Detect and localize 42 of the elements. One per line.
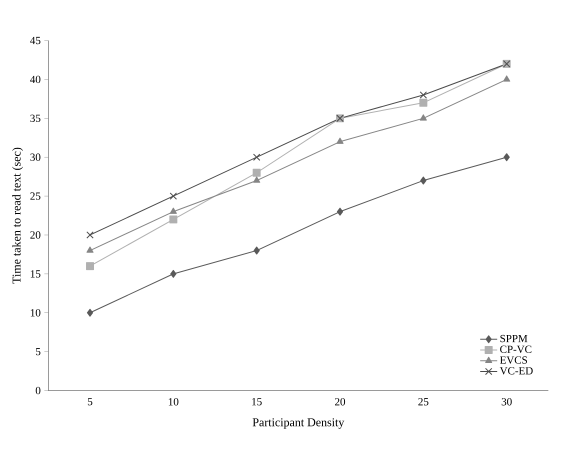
y-tick-label: 10 (30, 309, 40, 316)
y-tick-label: 5 (36, 348, 40, 356)
legend-label: CP-VC (500, 346, 532, 354)
x-tick-label: 30 (502, 398, 512, 406)
point (420, 114, 427, 121)
point (253, 176, 260, 183)
y-tick-label: 25 (30, 192, 40, 200)
point (170, 192, 178, 200)
x-axis-title: Participant Density (252, 418, 344, 429)
point (169, 215, 178, 224)
point (420, 91, 428, 99)
point (86, 246, 94, 253)
y-tick-label: 45 (30, 36, 40, 44)
y-tick-label: 40 (30, 76, 40, 84)
point (86, 231, 94, 239)
point (254, 246, 260, 255)
point (253, 154, 260, 161)
point (86, 262, 94, 270)
point (420, 176, 426, 185)
legend-label: VC-ED (500, 367, 533, 375)
x-tick-label: 15 (252, 398, 262, 406)
point (170, 208, 177, 214)
x-tick-label: 5 (88, 398, 92, 406)
y-axis-title: Time taken to read text (sec) (12, 148, 24, 284)
y-tick-label: 20 (30, 231, 40, 239)
point (252, 168, 261, 177)
legend-label: SPPM (500, 334, 528, 342)
x-tick-label: 25 (418, 398, 428, 406)
y-tick-label: 0 (36, 386, 40, 394)
point (336, 138, 344, 144)
x-tick-label: 20 (335, 398, 346, 406)
x-tick-label: 10 (168, 398, 178, 406)
y-tick-label: 35 (30, 114, 40, 122)
point (503, 75, 510, 82)
point (504, 153, 510, 162)
y-tick-label: 15 (30, 270, 40, 278)
point (170, 270, 176, 278)
point (419, 98, 428, 107)
y-tick-label: 30 (30, 154, 40, 161)
point (336, 208, 344, 216)
point (86, 308, 94, 317)
legend-label: EVCS (500, 356, 527, 364)
